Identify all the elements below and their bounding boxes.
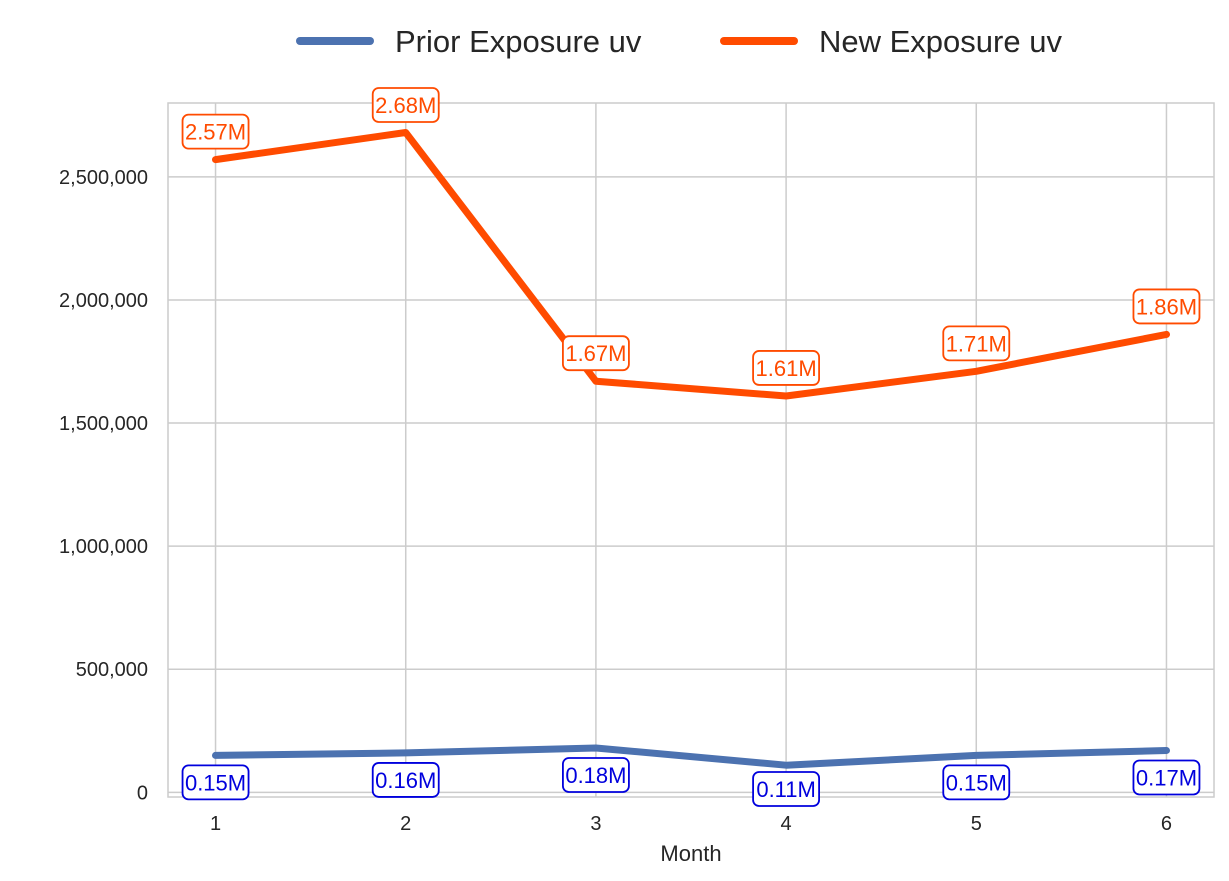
y-tick-label: 0 [137,782,148,804]
y-tick-label: 2,500,000 [59,167,148,189]
legend-label: Prior Exposure uv [395,24,642,59]
x-tick-label: 4 [781,813,792,835]
x-axis-label: Month [660,841,721,866]
y-tick-label: 1,500,000 [59,413,148,435]
axis-ticks: 1 2 3 4 5 6 0 500,000 1,000,000 1,500,000 2,000,00… [59,167,1172,835]
data-label-box [752,771,820,807]
data-labels: 0.15M 0.16M 0.18M 0.11M 0.15M 0.17M 2.57M 2.68M… [181,87,1201,807]
x-tick-label: 6 [1161,813,1172,835]
data-label: 1.61M [752,350,820,386]
data-label: 0.17M [1132,759,1201,796]
data-label-text: 1.61M [756,356,817,381]
data-label-box [942,325,1011,362]
data-label-box [752,350,820,386]
data-label-text: 0.17M [1136,765,1197,790]
y-tick-label: 1,000,000 [59,536,148,558]
data-label-box [181,764,250,801]
grid-lines [168,103,1214,797]
x-tick-label: 2 [400,813,411,835]
data-label-box [371,762,440,798]
data-label-text: 2.57M [185,120,246,145]
data-label: 1.71M [942,325,1011,362]
data-label-box [942,764,1011,801]
data-label: 1.86M [1132,288,1201,325]
series-line-prior-exposure [212,744,1170,769]
plot-frame [167,102,1215,798]
data-label-text: 0.11M [756,777,816,802]
data-label-text: 1.71M [946,331,1007,356]
data-label-box [562,335,630,372]
x-tick-label: 3 [590,813,601,835]
legend: Prior Exposure uv New Exposure uv [296,24,1062,59]
series-lines [212,129,1170,769]
data-label: 0.16M [371,762,440,798]
data-label-box [371,87,440,123]
data-label: 2.57M [181,113,250,150]
x-tick-label: 1 [210,813,221,835]
data-label: 1.67M [562,335,630,372]
x-tick-label: 5 [971,813,982,835]
data-label-text: 0.15M [185,770,246,795]
data-label-text: 2.68M [375,93,436,118]
data-label: 2.68M [371,87,440,123]
data-label-box [1132,759,1201,796]
data-label: 0.15M [181,764,250,801]
data-label-box [1132,288,1201,325]
data-label: 0.18M [562,757,630,793]
data-label-text: 1.86M [1136,294,1197,319]
series-line-new-exposure [212,129,1170,400]
data-label: 0.11M [752,771,820,807]
data-label-text: 0.15M [946,770,1007,795]
data-label-box [181,113,250,150]
data-label-text: 1.67M [565,341,626,366]
y-tick-label: 500,000 [76,659,148,681]
legend-label: New Exposure uv [819,24,1062,59]
data-label: 0.15M [942,764,1011,801]
data-label-box [562,757,630,793]
y-tick-label: 2,000,000 [59,290,148,312]
data-label-text: 0.18M [565,763,626,788]
data-label-text: 0.16M [375,768,436,793]
